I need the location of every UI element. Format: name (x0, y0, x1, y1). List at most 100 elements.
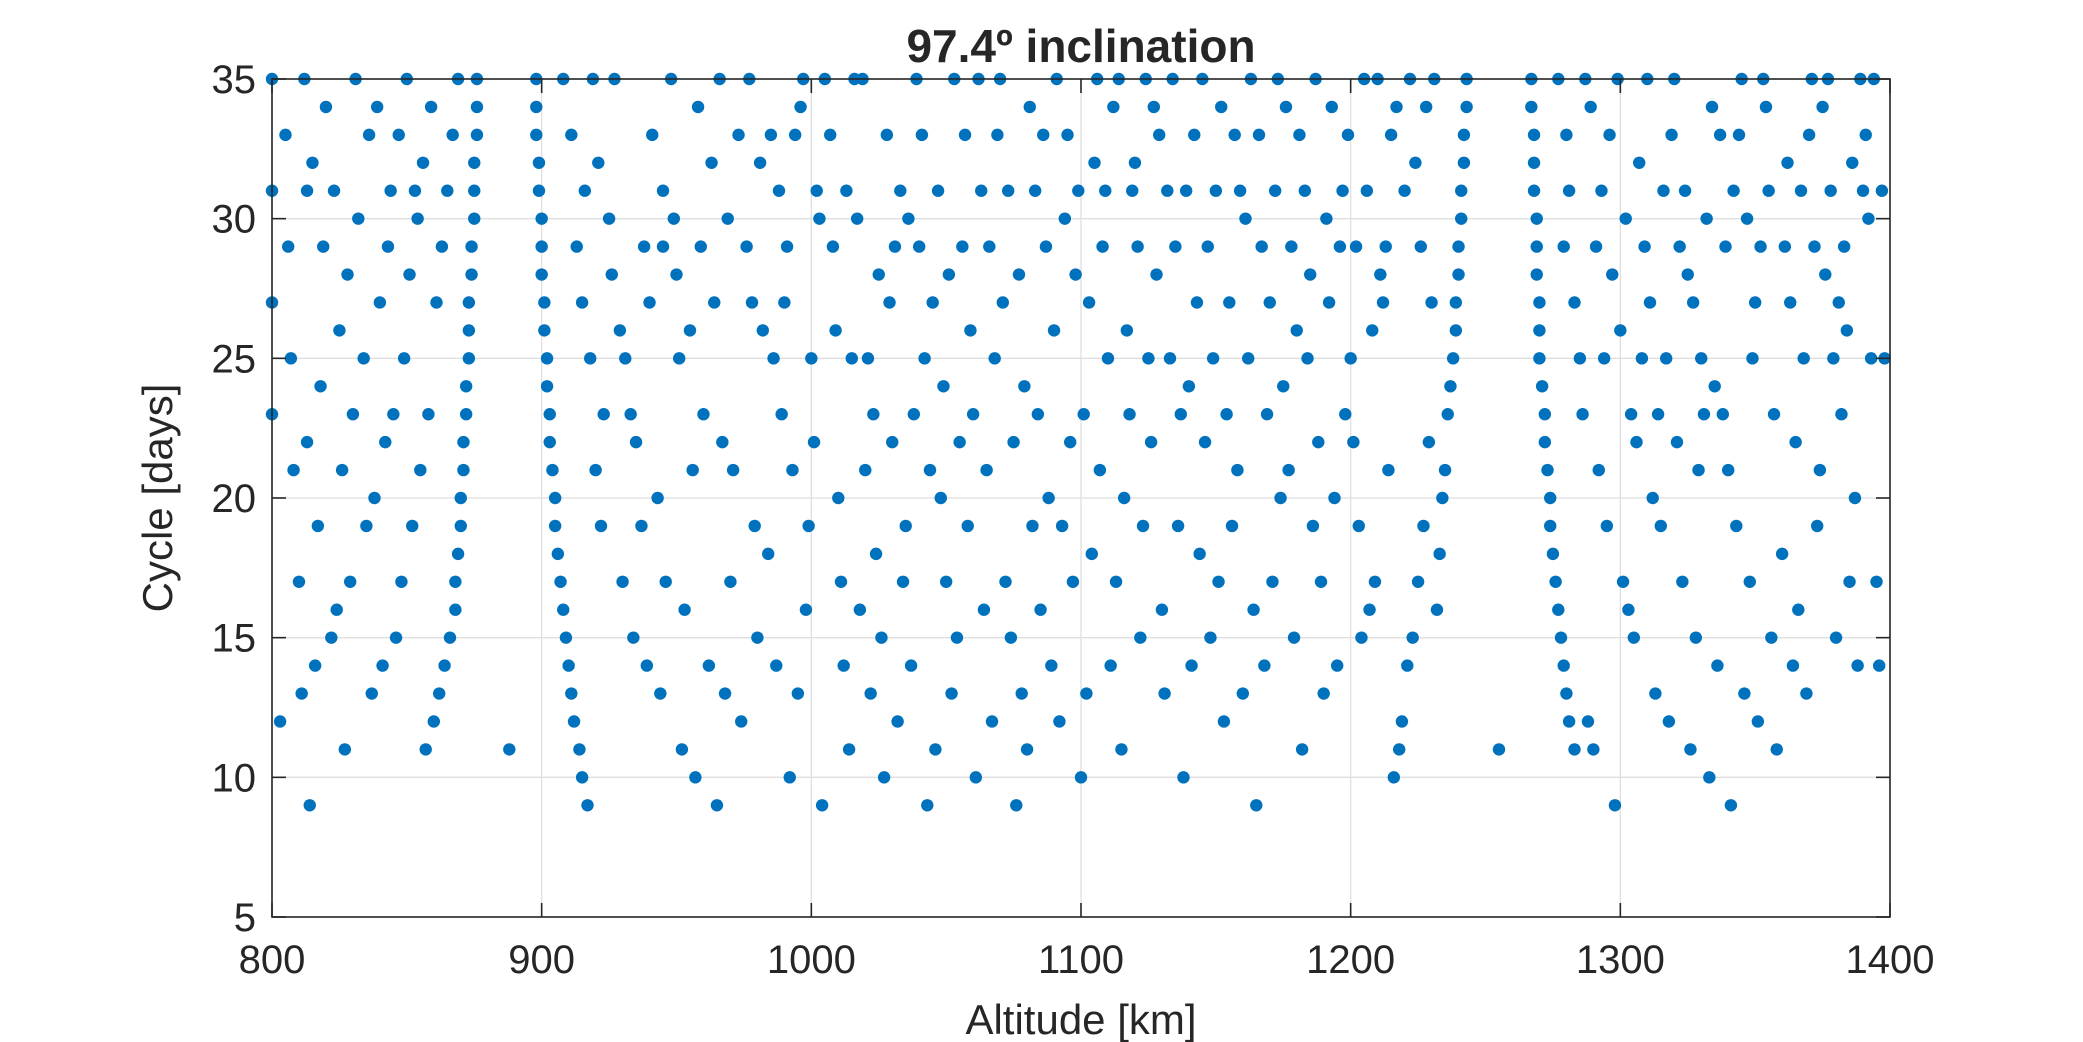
data-point (1530, 268, 1543, 281)
data-point (535, 240, 548, 253)
data-point (379, 435, 392, 449)
data-point (1676, 575, 1689, 588)
data-point (913, 240, 926, 253)
data-point (1441, 408, 1454, 421)
data-point (1012, 268, 1026, 281)
data-point (335, 463, 349, 477)
data-point (1339, 408, 1352, 421)
data-point (1595, 184, 1608, 197)
data-point (1851, 659, 1864, 672)
data-point (1379, 240, 1392, 253)
data-point (387, 408, 400, 421)
data-point (570, 240, 583, 253)
data-point (462, 352, 476, 365)
data-point (1552, 603, 1565, 616)
data-point (1355, 631, 1368, 644)
data-point (1557, 659, 1570, 672)
data-point (937, 380, 950, 393)
data-point (1692, 463, 1705, 477)
data-point (832, 491, 845, 505)
data-point (1738, 687, 1751, 700)
data-point (543, 408, 556, 421)
data-point (1417, 519, 1430, 533)
x-tick-label: 1200 (1306, 938, 1395, 982)
data-point (1398, 184, 1411, 197)
data-point (1306, 519, 1320, 533)
data-point (1554, 631, 1568, 644)
data-point (1643, 296, 1657, 309)
data-point (392, 128, 405, 142)
data-point (1608, 799, 1622, 812)
data-point (1446, 352, 1460, 365)
data-point (1597, 352, 1611, 365)
data-point (1363, 603, 1376, 616)
data-point (1560, 128, 1573, 142)
data-point (1322, 296, 1336, 309)
data-point (845, 352, 858, 365)
data-point (619, 352, 632, 365)
data-point (1751, 715, 1765, 728)
y-tick-label: 5 (234, 896, 256, 940)
data-point (726, 463, 740, 477)
data-point (1179, 184, 1193, 197)
data-point (1015, 687, 1028, 700)
data-point (802, 519, 815, 533)
data-point (1217, 715, 1231, 728)
data-point (1449, 324, 1463, 337)
data-point (1587, 743, 1600, 756)
data-point (815, 799, 829, 812)
data-point (1624, 408, 1638, 421)
data-point (1131, 240, 1144, 253)
data-point (362, 128, 376, 142)
data-point (872, 268, 885, 281)
data-point (1659, 352, 1673, 365)
data-point (1708, 380, 1721, 393)
data-point (983, 240, 996, 253)
data-point (1673, 240, 1686, 253)
data-point (314, 380, 327, 393)
data-point (468, 156, 481, 169)
data-point (532, 184, 546, 197)
x-tick-label: 1300 (1576, 938, 1665, 982)
data-point (430, 296, 443, 309)
data-point (1204, 631, 1217, 644)
data-point (694, 240, 707, 253)
data-point (980, 463, 993, 477)
data-point (1268, 184, 1282, 197)
data-point (1846, 156, 1859, 169)
data-point (1169, 240, 1182, 253)
data-point (1419, 100, 1433, 114)
data-point (1700, 212, 1713, 225)
data-point (1117, 491, 1131, 505)
data-point (1247, 603, 1260, 616)
data-point (1406, 631, 1419, 644)
data-point (1368, 575, 1382, 588)
data-point (1010, 799, 1023, 812)
data-point (605, 268, 618, 281)
data-point (1716, 408, 1730, 421)
data-point (1374, 268, 1387, 281)
data-point (1115, 743, 1128, 756)
data-point (810, 184, 823, 197)
data-point (1533, 324, 1546, 337)
data-point (956, 240, 969, 253)
data-point (1797, 352, 1810, 365)
data-point (532, 156, 546, 169)
data-point (300, 184, 314, 197)
data-point (1034, 603, 1047, 616)
data-point (1279, 100, 1293, 114)
data-point (1082, 296, 1096, 309)
data-point (1765, 631, 1778, 644)
data-point (764, 128, 778, 142)
data-point (1263, 296, 1276, 309)
data-point (1153, 128, 1166, 142)
data-point (459, 380, 473, 393)
data-point (422, 408, 435, 421)
data-point (624, 408, 637, 421)
data-point (1719, 240, 1732, 253)
data-point (1630, 435, 1643, 449)
data-point (904, 659, 918, 672)
data-point (1829, 631, 1843, 644)
data-point (551, 547, 565, 561)
data-point (646, 128, 659, 142)
